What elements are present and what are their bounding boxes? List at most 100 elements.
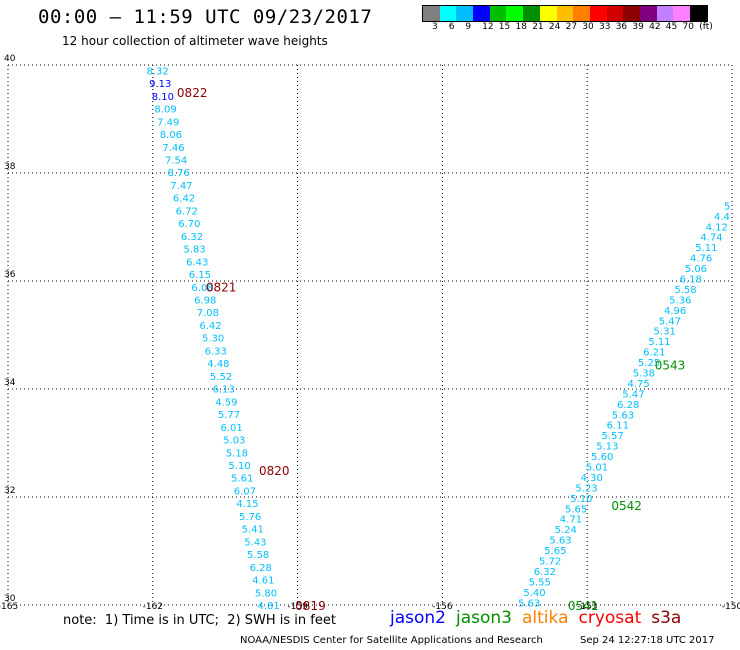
swh-value: 5.47 [659,316,681,327]
swh-value: 7.46 [162,143,184,154]
swh-value: 5 [724,201,730,212]
swh-value: 5.76 [239,512,261,523]
swh-value: 5.03 [223,436,245,447]
swh-value: 5.25 [638,358,660,369]
swh-value: 4.30 [581,473,603,484]
swh-value: 4.61 [252,576,274,587]
swh-value: 5.11 [648,337,670,348]
x-tick-label: -153 [577,602,597,612]
legend-label: 12 [482,22,494,32]
swh-value: 6.13 [213,385,235,396]
swh-value: 7.08 [197,308,219,319]
legend-swatch [539,6,557,21]
swh-value: 6.07 [234,486,256,497]
swh-value: 5.57 [601,431,623,442]
timestamp-text: Sep 24 12:27:18 UTC 2017 [580,635,715,646]
legend-label: 70 [682,22,694,32]
swh-value: 5.58 [247,550,269,561]
track-jason3: 5.635.405.556.325.725.655.635.244.715.65… [518,201,730,613]
swh-value: 4.81 [258,601,280,612]
legend-label: 21 [532,22,544,32]
satellite-legend-jason3: jason3 [456,608,512,628]
swh-value: 5.10 [570,494,592,505]
legend-swatch [573,6,590,21]
swh-value: 5.01 [586,463,608,474]
legend-swatch [456,6,474,21]
legend-label: 39 [632,22,644,32]
legend-label: 3 [432,22,438,32]
swh-value: 5.30 [202,334,224,345]
pass-time-label: 0541 [568,599,599,613]
y-tick-label: 30 [4,594,16,604]
pass-time-label: 0543 [655,359,686,373]
swh-value: 5.31 [654,327,676,338]
y-tick-label: 38 [4,162,16,172]
swh-value: 6.18 [680,275,702,286]
swh-value: 5.24 [555,525,577,536]
swh-value: 8.06 [160,130,182,141]
swh-value: 4.48 [207,359,229,370]
swh-value: 5.41 [242,525,264,536]
swh-value: 8.10 [152,92,174,103]
legend-swatch [673,6,690,21]
swh-value: 5.23 [575,483,597,494]
swh-value: 6.01 [221,423,243,434]
swh-value: 8.76 [168,168,190,179]
swh-value: 5.13 [596,442,618,453]
swh-value: 6.28 [250,563,272,574]
swh-value: 4.75 [628,379,650,390]
satellite-legend-s3a: s3a [651,608,682,628]
legend-swatch [589,6,607,21]
legend-label: 27 [565,22,578,32]
x-tick-label: -150 [722,602,740,612]
swh-value: 5.63 [549,536,571,547]
swh-value: 4.4 [714,212,730,223]
color-legend [422,5,708,22]
legend-label: 33 [599,22,611,32]
swh-value: 5.61 [231,474,253,485]
swh-value: 4.96 [664,306,686,317]
legend-label: 9 [465,22,472,32]
swh-value: 6.28 [617,400,639,411]
legend-swatch [423,6,440,21]
swh-value: 5.18 [226,448,248,459]
swh-value: 4.74 [700,233,722,244]
swh-value: 5.80 [255,588,277,599]
pass-time-label: 0820 [259,464,290,478]
y-tick-label: 36 [4,270,16,280]
swh-value: 5.43 [244,537,266,548]
color-legend-labels: 3 6 9 12 15 18 21 24 27 30 33 36 39 42 45 70 (ft) [422,22,740,34]
swh-value: 9.13 [149,79,171,90]
satellite-legend: jason2 jason3 altika cryosat s3a [390,608,691,628]
legend-label: 42 [649,22,661,32]
legend-label: 24 [548,22,561,32]
swh-value: 4.71 [560,515,582,526]
satellite-legend-altika: altika [522,608,569,628]
swh-value: 6.08 [191,283,213,294]
swh-value: 6.42 [199,321,221,332]
swh-value: 6.32 [534,567,556,578]
swh-value: 6.33 [205,346,227,357]
legend-swatch [639,6,657,21]
swh-value: 6.42 [173,194,195,205]
axis-tick-labels: -165 -162 -159 -156 -153 -150 30 32 34 36 38 40 [0,54,740,612]
swh-value: 5.60 [591,452,613,463]
legend-label: 18 [515,22,527,32]
swh-value: 5.58 [674,285,696,296]
chart-subtitle: 12 hour collection of altimeter wave hei… [62,34,328,48]
swh-value: 8.32 [146,66,168,77]
pass-time-label: 0819 [295,599,326,613]
legend-swatch [656,6,674,21]
satellite-legend-jason2: jason2 [390,608,446,628]
satellite-legend-cryosat: cryosat [578,608,642,628]
swh-value: 5.52 [210,372,232,383]
legend-swatch [506,6,524,21]
swh-value: 5.65 [544,546,566,557]
swh-value: 8.09 [154,105,176,116]
x-tick-label: -162 [143,602,163,612]
swh-value: 4.59 [215,397,237,408]
legend-swatch [623,6,640,21]
legend-label: 36 [615,22,628,32]
swh-value: 6.98 [194,296,216,307]
